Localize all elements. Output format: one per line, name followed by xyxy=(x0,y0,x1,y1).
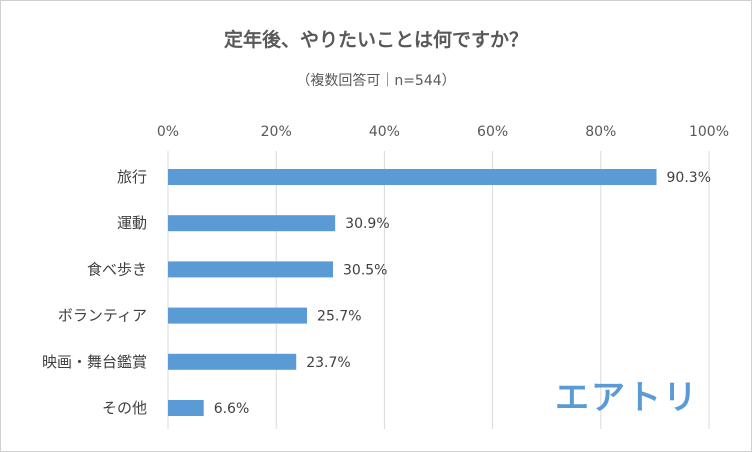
bars xyxy=(168,169,657,416)
chart-title: 定年後、やりたいことは何ですか？ xyxy=(224,28,528,51)
category-label: ボランティア xyxy=(58,307,147,325)
eatri-logo: エアトリ xyxy=(555,378,699,418)
bar xyxy=(168,400,204,416)
bar xyxy=(168,261,334,278)
category-label: 旅行 xyxy=(117,168,147,186)
value-labels: 90.3% 30.9% 30.5% 25.7% 23.7% 6.6% xyxy=(214,170,711,417)
bar xyxy=(168,307,308,324)
value-label: 90.3% xyxy=(667,170,711,186)
x-tick-label: 40% xyxy=(369,124,400,140)
category-label: 映画・舞台鑑賞 xyxy=(42,353,147,371)
x-tick-label: 100% xyxy=(689,124,729,140)
value-label: 23.7% xyxy=(306,355,350,371)
x-axis-ticks: 0% 20% 40% 60% 80% 100% xyxy=(157,124,729,140)
chart-subtitle: （複数回答可｜n=544） xyxy=(296,72,455,89)
category-label: 食べ歩き xyxy=(87,260,147,278)
category-label: 運動 xyxy=(117,214,147,232)
value-label: 30.5% xyxy=(343,262,387,278)
x-tick-label: 0% xyxy=(157,124,179,140)
bar xyxy=(168,215,336,232)
value-label: 6.6% xyxy=(214,401,250,417)
value-label: 30.9% xyxy=(345,216,389,232)
x-tick-label: 80% xyxy=(585,124,616,140)
bar xyxy=(168,353,297,370)
bar xyxy=(168,169,657,185)
gridlines xyxy=(167,151,710,429)
x-tick-label: 60% xyxy=(477,124,508,140)
x-tick-label: 20% xyxy=(261,124,292,140)
value-label: 25.7% xyxy=(317,309,361,325)
category-label: その他 xyxy=(102,399,147,417)
